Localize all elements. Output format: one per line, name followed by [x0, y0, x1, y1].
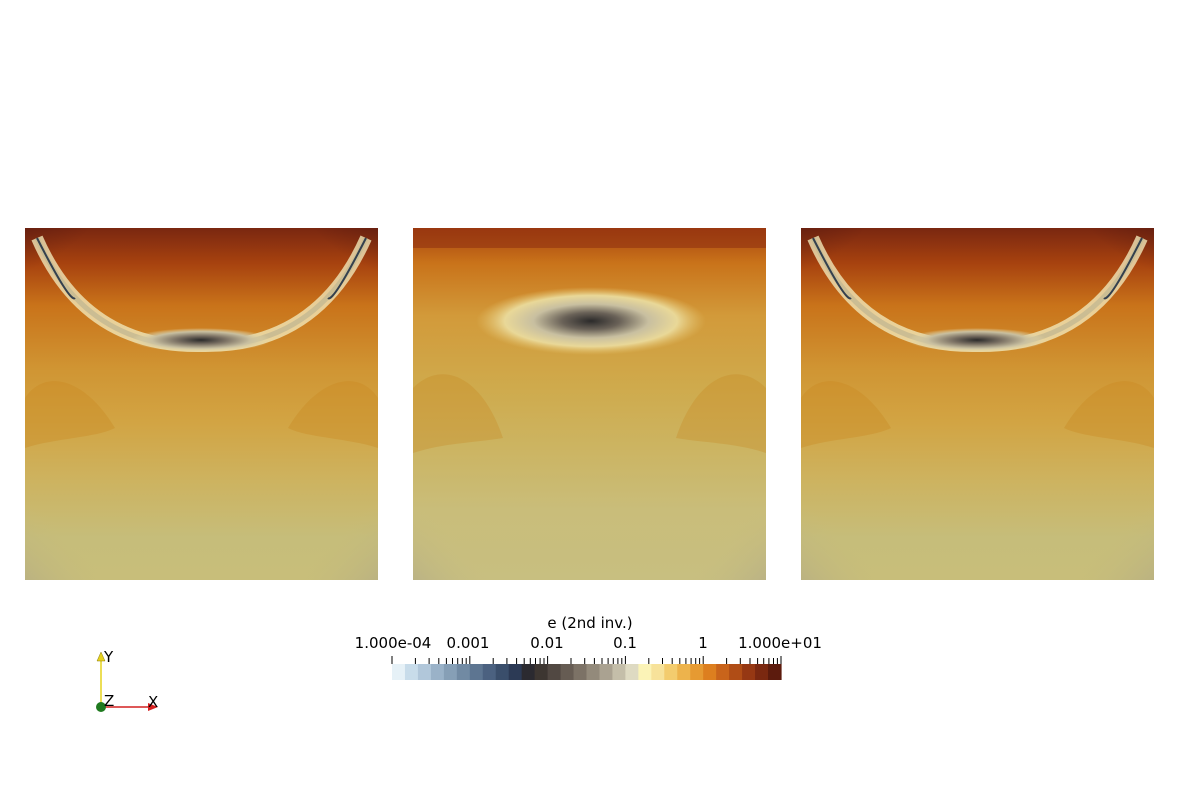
plot-panel-left	[25, 228, 378, 580]
colorbar-swatch	[457, 664, 471, 680]
colorbar-swatch	[587, 664, 601, 680]
colorbar-swatch	[599, 664, 613, 680]
colorbar-swatch	[651, 664, 665, 680]
colorbar-swatch	[392, 664, 406, 680]
colorbar-swatch	[625, 664, 639, 680]
z-axis-label: Z	[104, 692, 114, 710]
colorbar-swatch	[612, 664, 626, 680]
colorbar-swatch	[677, 664, 691, 680]
colorbar-swatch	[535, 664, 549, 680]
colorbar-swatch	[716, 664, 730, 680]
colorbar-swatch	[496, 664, 510, 680]
colorbar-swatch	[703, 664, 717, 680]
colorbar-swatch	[768, 664, 782, 680]
colorbar-swatch	[561, 664, 575, 680]
colorbar-swatch	[548, 664, 562, 680]
colorbar-swatch	[574, 664, 588, 680]
colorbar-swatch	[522, 664, 536, 680]
colorbar-swatch	[690, 664, 704, 680]
colorbar-swatch	[638, 664, 652, 680]
colorbar-swatch	[664, 664, 678, 680]
colorbar-swatch	[470, 664, 484, 680]
colorbar-swatch	[431, 664, 445, 680]
plot-panel-middle	[413, 228, 766, 580]
colorbar-swatch	[483, 664, 497, 680]
colorbar-swatch	[418, 664, 432, 680]
plot-panel-right	[801, 228, 1154, 580]
color-legend: e (2nd inv.) 1.000e-04 0.001 0.01 0.1 1 …	[340, 612, 840, 692]
colorbar-swatch	[729, 664, 743, 680]
colorbar-swatch	[509, 664, 523, 680]
orientation-axes: Y Z X	[88, 645, 168, 720]
y-axis-label: Y	[104, 648, 113, 666]
colorbar-swatch	[755, 664, 769, 680]
colorbar-swatch	[405, 664, 419, 680]
x-axis-label: X	[148, 693, 158, 711]
colorbar-graphic	[340, 612, 840, 692]
colorbar-swatch	[444, 664, 458, 680]
colorbar-swatch	[742, 664, 756, 680]
